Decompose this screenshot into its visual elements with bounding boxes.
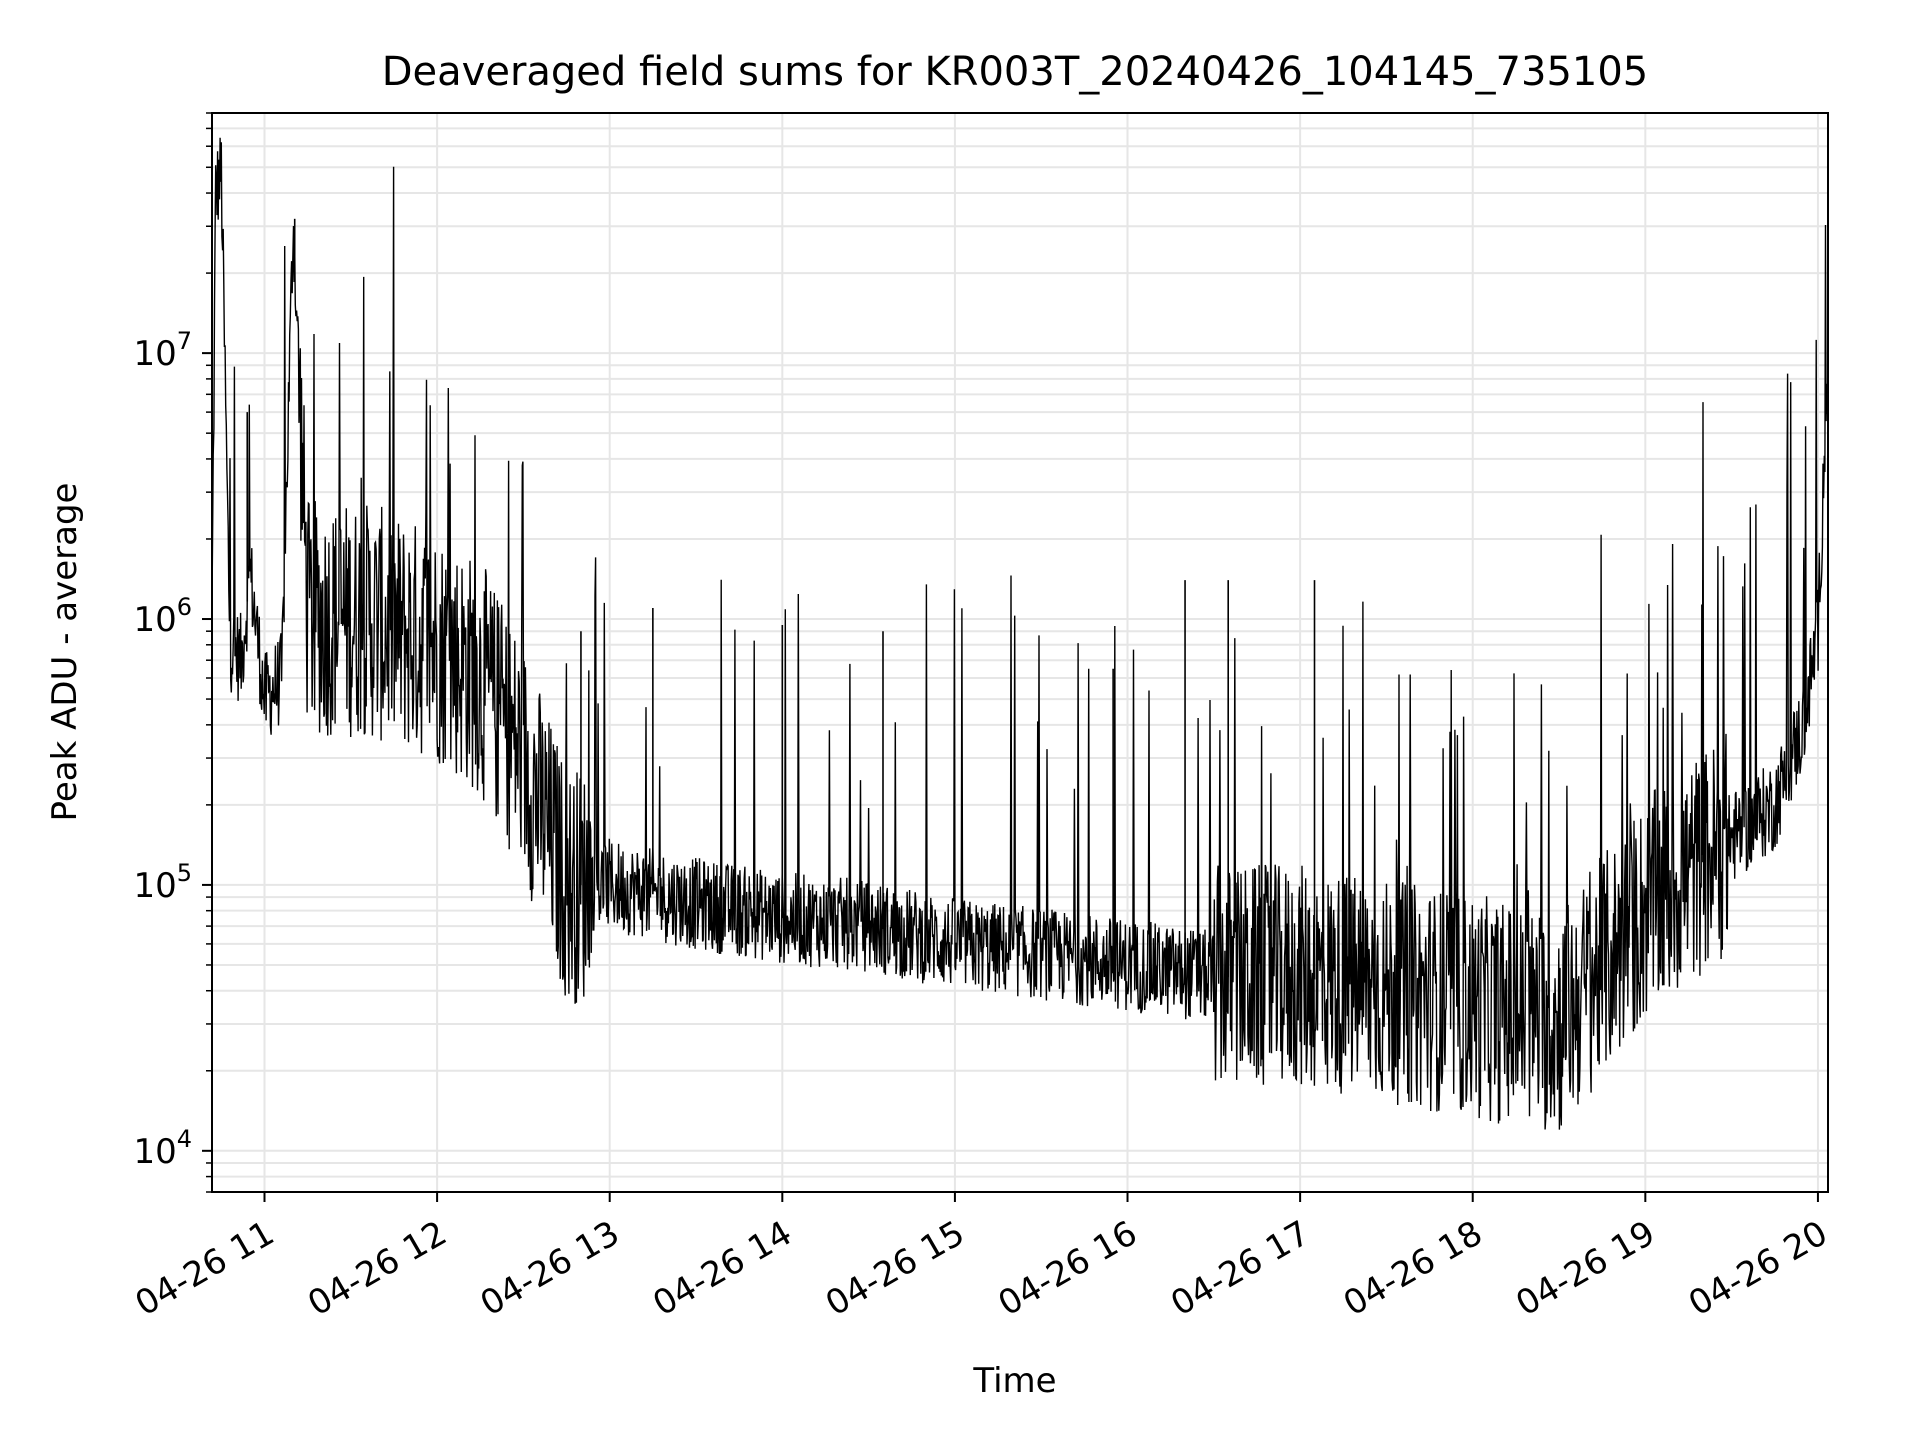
series-line	[211, 137, 1829, 1130]
y-tick-label: 104	[133, 1125, 192, 1172]
y-axis-label: Peak ADU - average	[45, 483, 85, 822]
chart-title: Deaveraged field sums for KR003T_2024042…	[382, 49, 1649, 95]
y-tick-label: 107	[133, 327, 192, 374]
data-series	[211, 137, 1829, 1130]
y-tick-label: 106	[133, 593, 192, 640]
grid	[212, 112, 1828, 1193]
y-tick-label: 105	[133, 859, 192, 906]
plot-area-frame	[211, 112, 1829, 1193]
x-axis-label: Time	[972, 1361, 1056, 1401]
